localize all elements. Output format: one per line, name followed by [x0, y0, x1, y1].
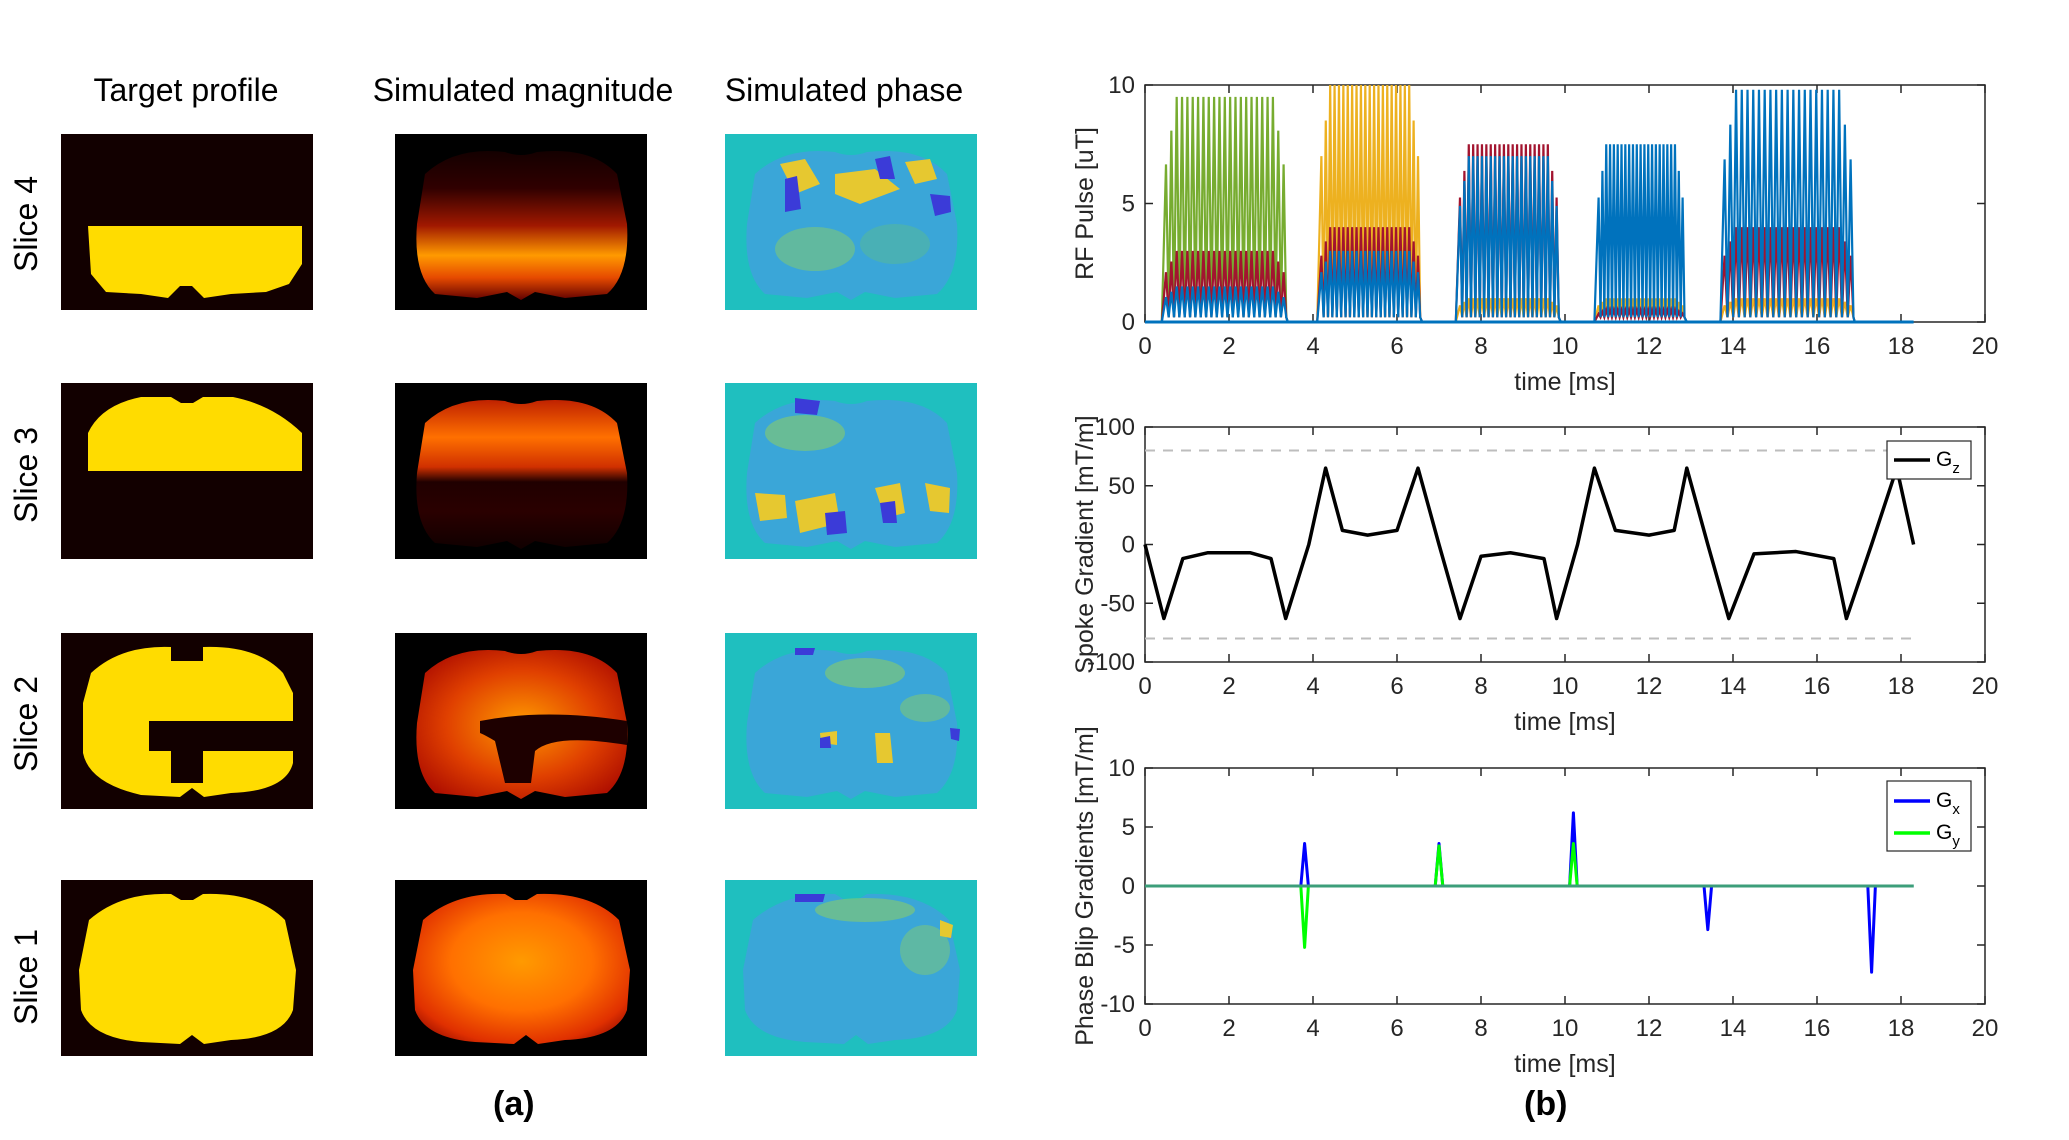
x-tick-label: 6 [1390, 333, 1403, 360]
x-tick-label: 4 [1306, 673, 1319, 700]
x-tick-label: 14 [1720, 673, 1747, 700]
x-tick-label: 14 [1720, 333, 1747, 360]
x-tick-label: 12 [1636, 333, 1663, 360]
y-tick-label: 0 [1122, 532, 1135, 559]
x-tick-label: 12 [1636, 673, 1663, 700]
x-tick-label: 18 [1888, 333, 1915, 360]
magnitude-slice-4 [395, 134, 647, 310]
x-tick-label: 8 [1474, 1015, 1487, 1042]
gz-series-line [1143, 466, 1916, 621]
row-label-slice-1: Slice 1 [8, 928, 44, 1025]
rf-block-5-blue [1719, 89, 1856, 322]
caption-a: (a) [493, 1085, 535, 1123]
column-header-target: Target profile [93, 72, 279, 108]
rf-block-1-blue [1160, 286, 1289, 322]
x-tick-label: 18 [1888, 1015, 1915, 1042]
x-tick-label: 10 [1552, 333, 1579, 360]
phase-slice-1 [725, 880, 977, 1056]
legend: Gz [1886, 440, 1972, 480]
row-label-slice-3: Slice 3 [8, 426, 44, 523]
x-tick-label: 16 [1804, 1015, 1831, 1042]
x-tick-label: 2 [1222, 1015, 1235, 1042]
x-tick-label: 0 [1138, 1015, 1151, 1042]
legend: Gx Gy [1886, 780, 1972, 852]
x-tick-label: 2 [1222, 333, 1235, 360]
target-profile-slice-1 [61, 880, 313, 1056]
rf-block-2-blue [1316, 250, 1424, 322]
caption-b: (b) [1524, 1085, 1568, 1123]
target-profile-slice-3 [61, 383, 313, 559]
x-tick-label: 16 [1804, 673, 1831, 700]
y-tick-label: 0 [1122, 309, 1135, 336]
legend-label-gx: Gx [1936, 789, 1960, 818]
x-tick-label: 14 [1720, 1015, 1747, 1042]
x-tick-label: 2 [1222, 673, 1235, 700]
x-tick-label: 4 [1306, 333, 1319, 360]
y-tick-label: -50 [1100, 590, 1135, 617]
x-axis-label: time [ms] [1514, 708, 1615, 736]
x-tick-label: 16 [1804, 333, 1831, 360]
x-tick-label: 10 [1552, 673, 1579, 700]
y-tick-label: -100 [1087, 649, 1135, 676]
target-profile-slice-4 [61, 134, 313, 310]
y-tick-label: 5 [1122, 191, 1135, 218]
plot-frame [1144, 426, 1986, 663]
phase-slice-3 [725, 383, 977, 559]
y-tick-label: -5 [1114, 932, 1135, 959]
y-axis-label: RF Pulse [uT] [1071, 127, 1099, 280]
y-tick-label: 50 [1108, 473, 1135, 500]
gy-series-line [1145, 842, 1914, 949]
x-tick-label: 4 [1306, 1015, 1319, 1042]
y-tick-label: 10 [1108, 72, 1135, 99]
column-header-magnitude: Simulated magnitude [372, 72, 674, 108]
chart-gz: 0 2 4 6 8 10 12 14 16 18 20 -100 -50 0 50 100 time [ms] S… [1071, 414, 1998, 736]
x-tick-label: 20 [1972, 1015, 1999, 1042]
legend-label-gz: Gz [1936, 448, 1960, 477]
panel-a: Target profile Simulated magnitude Simul… [8, 72, 977, 1123]
x-tick-label: 20 [1972, 333, 1999, 360]
x-tick-label: 18 [1888, 673, 1915, 700]
y-tick-label: 5 [1122, 814, 1135, 841]
y-tick-label: 10 [1108, 755, 1135, 782]
legend-box [1886, 780, 1972, 852]
magnitude-slice-1 [395, 880, 647, 1056]
y-tick-label: -10 [1100, 991, 1135, 1018]
row-label-slice-4: Slice 4 [8, 175, 44, 272]
legend-label-gy: Gy [1936, 821, 1960, 850]
chart-rf: 0 2 4 6 8 10 12 14 16 18 20 0 5 10 time [ms] RF Pulse [… [1071, 72, 1998, 396]
x-tick-label: 0 [1138, 673, 1151, 700]
x-tick-label: 12 [1636, 1015, 1663, 1042]
y-tick-label: 100 [1095, 414, 1135, 441]
x-axis-label: time [ms] [1514, 1050, 1615, 1078]
phase-slice-2 [725, 633, 977, 809]
row-label-slice-2: Slice 2 [8, 675, 44, 772]
x-tick-label: 6 [1390, 1015, 1403, 1042]
x-tick-label: 20 [1972, 673, 1999, 700]
chart-gxy: 0 2 4 6 8 10 12 14 16 18 20 -10 -5 0 5 10 time [ms] Phase… [1071, 726, 1998, 1078]
x-tick-label: 10 [1552, 1015, 1579, 1042]
x-axis-label: time [ms] [1514, 368, 1615, 396]
gx-series-line [1145, 811, 1914, 974]
y-tick-label: 0 [1122, 873, 1135, 900]
column-header-phase: Simulated phase [724, 72, 964, 108]
target-profile-slice-2 [61, 633, 313, 809]
magnitude-slice-2 [395, 633, 647, 809]
y-axis-label: Spoke Gradient [mT/m] [1071, 415, 1099, 673]
rf-block-3-blue [1454, 156, 1562, 322]
rf-block-4-blue [1593, 144, 1688, 322]
x-tick-label: 8 [1474, 333, 1487, 360]
y-axis-label: Phase Blip Gradients [mT/m] [1071, 726, 1099, 1046]
x-tick-label: 6 [1390, 673, 1403, 700]
magnitude-slice-3 [395, 383, 647, 559]
x-tick-label: 8 [1474, 673, 1487, 700]
x-tick-label: 0 [1138, 333, 1151, 360]
phase-slice-4 [725, 134, 977, 310]
